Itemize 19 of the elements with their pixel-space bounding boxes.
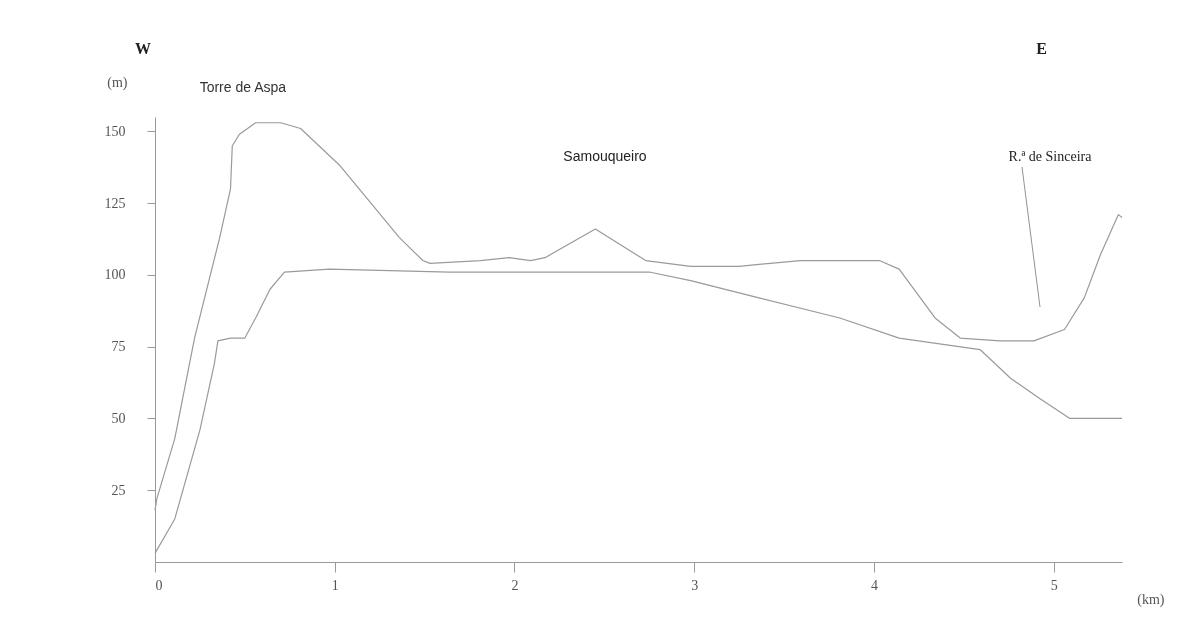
y-tick-label: 50 xyxy=(111,410,126,426)
y-tick-label: 150 xyxy=(104,123,126,139)
x-tick-label: 5 xyxy=(1050,577,1058,593)
y-tick-label: 75 xyxy=(111,339,126,355)
text: W xyxy=(135,40,151,57)
x-tick-label: 3 xyxy=(691,577,699,593)
text: E xyxy=(1036,40,1047,57)
x-tick-label: 0 xyxy=(155,577,163,593)
y-tick-label: 100 xyxy=(104,267,126,283)
annotation: Torre de Aspa xyxy=(199,78,287,95)
x-axis-title: (km) xyxy=(1137,591,1165,608)
y-tick-label: 25 xyxy=(111,482,126,498)
annotation: R.ª de Sinceira xyxy=(1008,149,1093,164)
x-tick-label: 2 xyxy=(511,577,519,593)
annotation: Samouqueiro xyxy=(563,148,647,164)
x-tick-label: 1 xyxy=(331,577,339,593)
y-axis-title: (m) xyxy=(107,74,128,91)
y-tick-label: 125 xyxy=(104,195,126,211)
x-tick-label: 4 xyxy=(870,577,878,593)
